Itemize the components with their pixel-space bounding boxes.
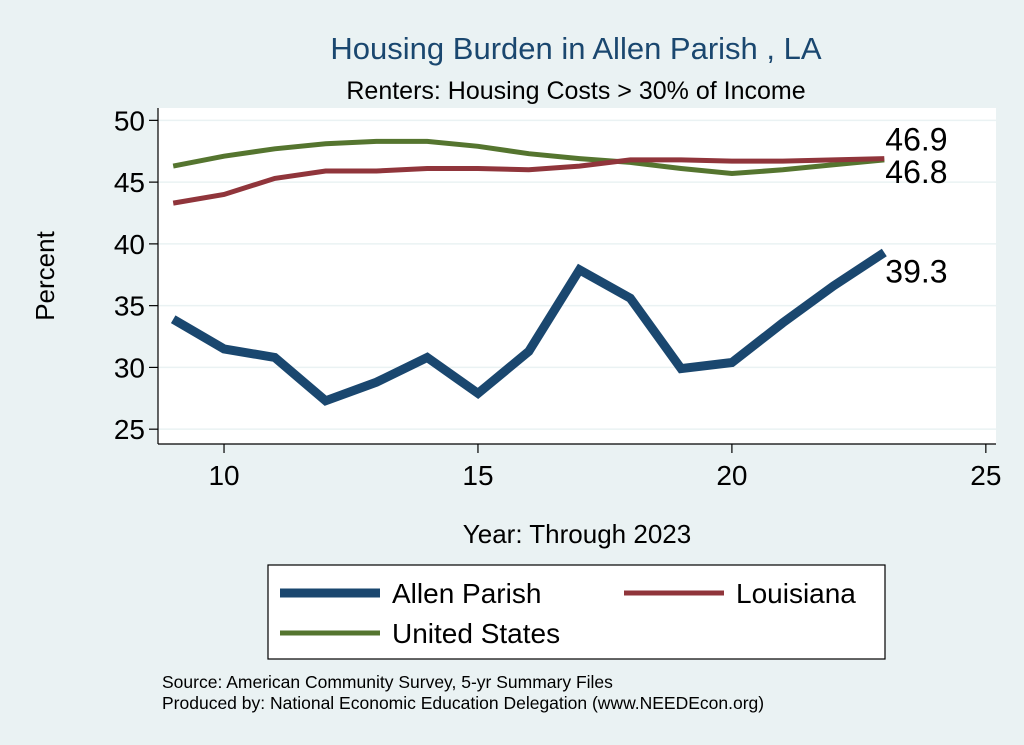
- x-tick-label: 10: [208, 460, 239, 491]
- y-tick-label: 50: [114, 105, 145, 136]
- x-tick-label: 20: [716, 460, 747, 491]
- end-labels: 39.3 46.946.8: [885, 122, 947, 290]
- legend-label: Louisiana: [736, 578, 856, 609]
- x-axis-label: Year: Through 2023: [463, 519, 691, 549]
- y-tick-label: 45: [114, 167, 145, 198]
- series-line-louisiana: [172, 156, 885, 206]
- gridlines: [158, 119, 996, 430]
- end-label-allen-parish: 39.3: [885, 254, 947, 290]
- x-tick-label: 25: [970, 460, 1001, 491]
- chart-subtitle: Renters: Housing Costs > 30% of Income: [346, 77, 805, 105]
- legend-box: [267, 564, 886, 660]
- y-axis-ticks: 25 30 35 40 45 50: [114, 105, 158, 445]
- y-axis-label: Percent: [30, 230, 60, 320]
- x-tick-label: 15: [462, 460, 493, 491]
- legend-label: United States: [392, 618, 560, 649]
- legend-label: Allen Parish: [392, 578, 541, 609]
- series-line-allen-parish: [170, 248, 887, 406]
- produced-note: Produced by: National Economic Education…: [162, 693, 764, 713]
- series-lines: [170, 138, 887, 406]
- y-tick-label: 30: [114, 352, 145, 383]
- y-tick-label: 40: [114, 229, 145, 260]
- legend: Allen Parish Louisiana United States: [267, 564, 886, 660]
- x-axis-ticks: 10 15 20 25: [208, 444, 1001, 491]
- end-label-united-states: 46.8: [885, 154, 947, 190]
- end-label-louisiana: 46.9: [885, 122, 947, 158]
- legend-items: Allen Parish Louisiana United States: [280, 578, 856, 649]
- source-note: Source: American Community Survey, 5-yr …: [162, 672, 613, 692]
- chart-title: Housing Burden in Allen Parish , LA: [330, 31, 821, 66]
- y-tick-label: 35: [114, 291, 145, 322]
- y-tick-label: 25: [114, 414, 145, 445]
- series-line-united-states: [172, 138, 885, 177]
